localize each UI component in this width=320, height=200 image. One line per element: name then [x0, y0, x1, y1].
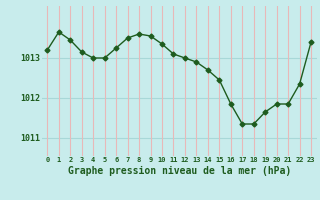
- X-axis label: Graphe pression niveau de la mer (hPa): Graphe pression niveau de la mer (hPa): [68, 166, 291, 176]
